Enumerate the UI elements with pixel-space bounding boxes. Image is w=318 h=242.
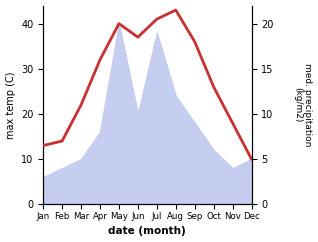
X-axis label: date (month): date (month)	[108, 227, 186, 236]
Y-axis label: max temp (C): max temp (C)	[5, 71, 16, 139]
Y-axis label: med. precipitation
(kg/m2): med. precipitation (kg/m2)	[293, 63, 313, 147]
